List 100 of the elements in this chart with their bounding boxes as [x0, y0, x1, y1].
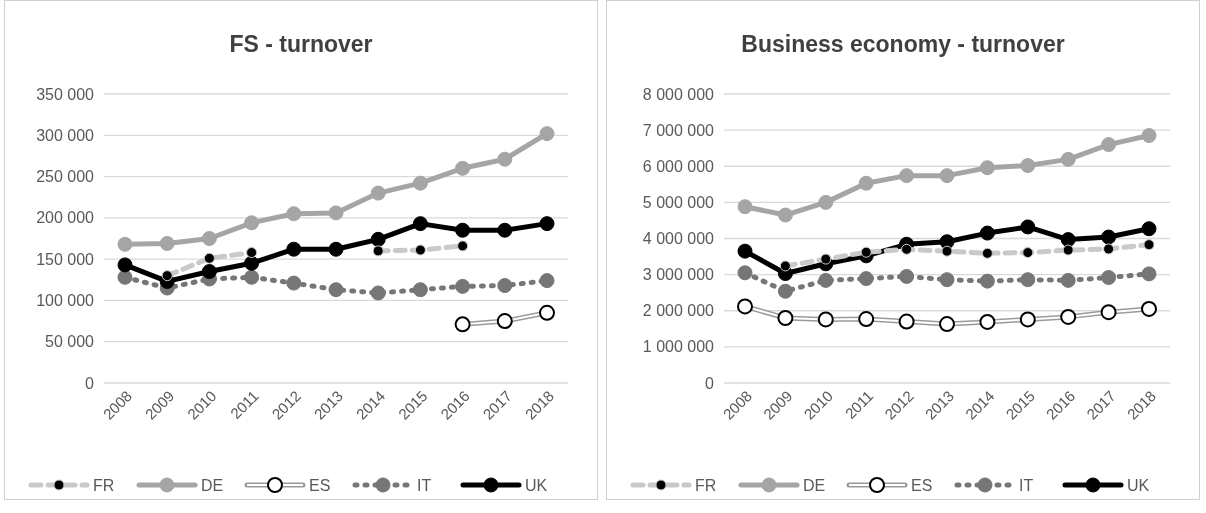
- point: [1060, 232, 1076, 248]
- point: [244, 215, 260, 231]
- point: [370, 231, 386, 247]
- point: [412, 175, 428, 191]
- point: [328, 241, 344, 257]
- point: [979, 225, 995, 241]
- y-tick-label: 150 000: [36, 250, 95, 268]
- point: [497, 278, 513, 294]
- point: [737, 265, 753, 281]
- point: [286, 206, 302, 222]
- point: [1141, 128, 1157, 144]
- point: [941, 245, 953, 257]
- point: [370, 185, 386, 201]
- point: [539, 273, 555, 289]
- y-tick-label: 4 000 000: [642, 230, 715, 248]
- point: [203, 252, 215, 264]
- y-tick-label: 2 000 000: [642, 302, 715, 320]
- y-tick-label: 100 000: [36, 292, 95, 310]
- point: [820, 253, 832, 265]
- point: [328, 205, 344, 221]
- point: [1020, 219, 1036, 235]
- legend-label: FR: [93, 476, 115, 494]
- point: [818, 194, 834, 210]
- point: [1141, 266, 1157, 282]
- y-tick-label: 200 000: [36, 209, 95, 227]
- point: [455, 222, 471, 238]
- point: [286, 275, 302, 291]
- point: [414, 244, 426, 256]
- point: [457, 240, 469, 252]
- point: [1101, 270, 1117, 286]
- point: [737, 199, 753, 215]
- point: [979, 273, 995, 289]
- point: [779, 260, 791, 272]
- legend-label: UK: [525, 476, 548, 494]
- point: [1020, 272, 1036, 288]
- point: [1101, 137, 1117, 153]
- point: [777, 283, 793, 299]
- point: [455, 278, 471, 294]
- point: [117, 236, 133, 252]
- point: [860, 246, 872, 258]
- point: [201, 264, 217, 280]
- point: [1022, 247, 1034, 259]
- point: [455, 160, 471, 176]
- point: [117, 257, 133, 273]
- point: [161, 270, 173, 282]
- point: [372, 245, 384, 257]
- point: [939, 272, 955, 288]
- point: [201, 231, 217, 246]
- legend-label: ES: [911, 476, 933, 494]
- point: [328, 282, 344, 298]
- point: [737, 243, 753, 259]
- chart-title: FS - turnover: [229, 31, 373, 57]
- point: [1060, 151, 1076, 167]
- legend-label: UK: [1127, 476, 1150, 494]
- y-tick-label: 50 000: [45, 333, 95, 351]
- point: [858, 271, 874, 287]
- point: [899, 268, 915, 284]
- point: [497, 151, 513, 167]
- point: [244, 269, 260, 285]
- point: [1103, 243, 1115, 255]
- y-tick-label: 250 000: [36, 168, 95, 186]
- chart-title: Business economy - turnover: [741, 31, 1065, 57]
- point: [1062, 244, 1074, 256]
- y-tick-label: 8 000 000: [642, 85, 715, 103]
- point: [858, 175, 874, 191]
- legend-label: DE: [201, 476, 224, 494]
- y-tick-label: 350 000: [36, 85, 95, 103]
- legend-label: FR: [695, 476, 717, 494]
- point: [159, 235, 175, 251]
- point: [370, 285, 386, 301]
- point: [777, 207, 793, 223]
- point: [899, 168, 915, 184]
- point: [412, 216, 428, 232]
- point: [981, 247, 993, 259]
- point: [539, 216, 555, 232]
- point: [1020, 158, 1036, 174]
- legend-label: DE: [803, 476, 826, 494]
- point: [117, 269, 133, 285]
- point: [286, 241, 302, 257]
- point: [901, 243, 913, 255]
- point: [539, 126, 555, 142]
- point: [1141, 221, 1157, 237]
- y-tick-label: 7 000 000: [642, 121, 715, 139]
- y-tick-label: 0: [705, 374, 715, 392]
- y-tick-label: 0: [85, 374, 95, 392]
- point: [412, 282, 428, 298]
- point: [818, 272, 834, 288]
- point: [979, 160, 995, 176]
- y-tick-label: 5 000 000: [642, 193, 715, 211]
- point: [1143, 239, 1155, 251]
- legend-label: ES: [309, 476, 331, 494]
- point: [246, 247, 258, 259]
- point: [1101, 229, 1117, 245]
- legend-label: IT: [1019, 476, 1034, 494]
- y-tick-label: 3 000 000: [642, 266, 715, 284]
- point: [939, 168, 955, 184]
- point: [497, 222, 513, 238]
- legend-label: IT: [417, 476, 432, 494]
- point: [244, 255, 260, 271]
- y-tick-label: 6 000 000: [642, 157, 715, 175]
